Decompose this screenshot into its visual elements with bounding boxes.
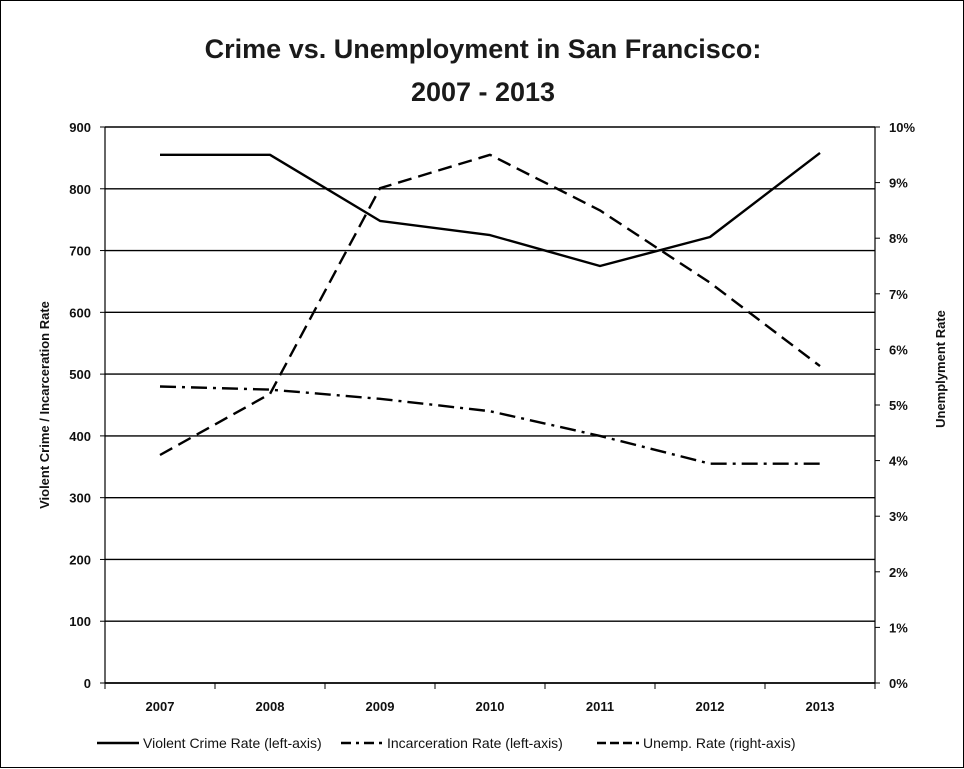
gridlines bbox=[105, 126, 875, 684]
x-tick-label: 2012 bbox=[696, 699, 725, 714]
right-tick-label: 3% bbox=[889, 509, 908, 524]
right-tick-label: 7% bbox=[889, 287, 908, 302]
right-tick-label: 6% bbox=[889, 342, 908, 357]
right-axis-title: Unemplyment Rate bbox=[933, 310, 948, 428]
legend-label-3: Unemp. Rate (right-axis) bbox=[643, 735, 796, 751]
x-tick-label: 2013 bbox=[806, 699, 835, 714]
series-line-2 bbox=[159, 385, 820, 465]
right-tick-label: 4% bbox=[889, 454, 908, 469]
left-tick-label: 600 bbox=[69, 305, 91, 320]
right-tick-label: 10% bbox=[889, 120, 915, 135]
legend-label-1: Violent Crime Rate (left-axis) bbox=[143, 735, 322, 751]
series-line-1 bbox=[160, 151, 821, 268]
axes: 0 100 200 300 400 500 600 700 800 900 0% 1% 2% 3% 4% 5%… bbox=[37, 120, 948, 714]
x-tick-label: 2007 bbox=[146, 699, 175, 714]
left-tick-label: 500 bbox=[69, 367, 91, 382]
x-tick-label: 2009 bbox=[366, 699, 395, 714]
x-tick-label: 2010 bbox=[476, 699, 505, 714]
left-tick-label: 800 bbox=[69, 182, 91, 197]
left-tick-label: 100 bbox=[69, 614, 91, 629]
right-tick-label: 9% bbox=[889, 176, 908, 191]
right-tick-label: 1% bbox=[889, 620, 908, 635]
legend: Violent Crime Rate (left-axis) Incarcerat… bbox=[97, 735, 796, 751]
x-tick-label: 2008 bbox=[256, 699, 285, 714]
legend-label-2: Incarceration Rate (left-axis) bbox=[387, 735, 563, 751]
right-tick-label: 5% bbox=[889, 398, 908, 413]
right-tick-label: 0% bbox=[889, 676, 908, 691]
chart-title-line-1: Crime vs. Unemployment in San Francisco: bbox=[205, 34, 762, 64]
series-lines bbox=[159, 151, 821, 465]
left-tick-label: 0 bbox=[84, 676, 91, 691]
series-line-3 bbox=[159, 153, 821, 457]
x-tick-label: 2011 bbox=[586, 699, 614, 714]
chart-title-line-2: 2007 - 2013 bbox=[411, 77, 555, 107]
right-tick-label: 8% bbox=[889, 231, 908, 246]
left-tick-label: 400 bbox=[69, 429, 91, 444]
left-tick-label: 200 bbox=[69, 552, 91, 567]
right-tick-label: 2% bbox=[889, 565, 908, 580]
left-tick-label: 700 bbox=[69, 244, 91, 259]
left-tick-label: 300 bbox=[69, 491, 91, 506]
left-axis-title: Violent Crime / Incarceration Rate bbox=[37, 301, 52, 509]
left-tick-label: 900 bbox=[69, 120, 91, 135]
